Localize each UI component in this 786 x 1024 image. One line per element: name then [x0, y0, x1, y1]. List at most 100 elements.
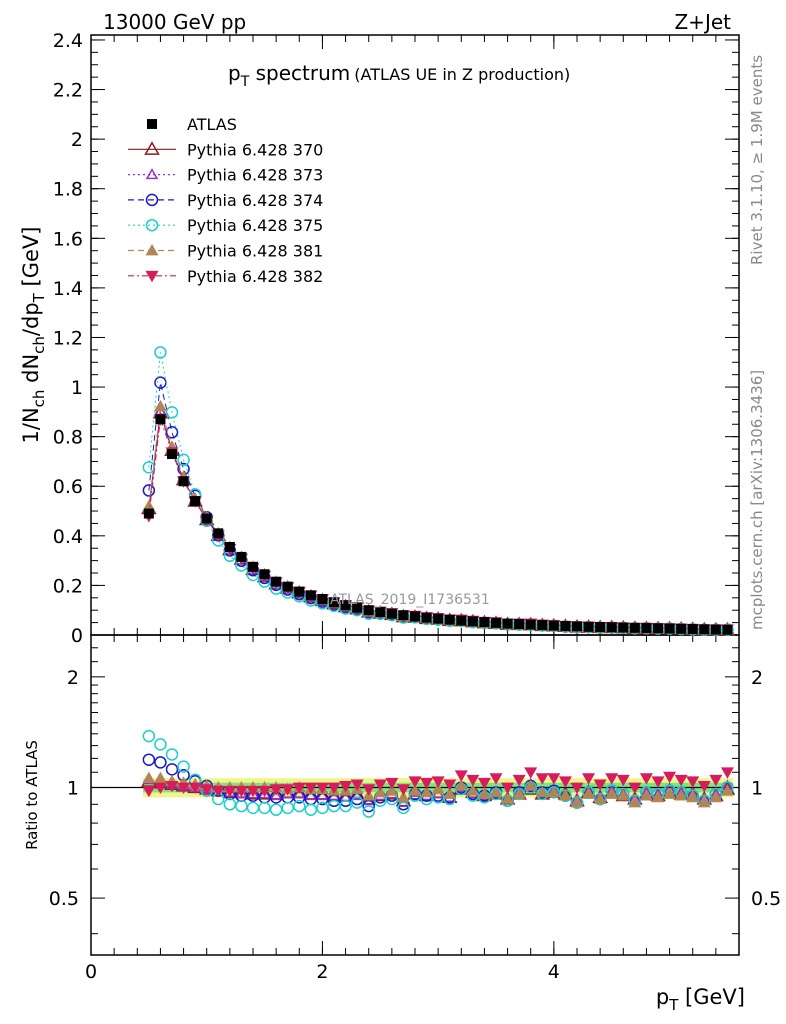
ratio-marker-p382: [697, 781, 711, 793]
ratio-marker-p381: [142, 771, 156, 784]
ratio-marker-p375: [177, 760, 190, 773]
ratio-marker-p382: [327, 782, 341, 794]
ratio-marker-p375: [258, 801, 271, 815]
ratio-marker-p381: [454, 779, 468, 791]
ratio-marker-p381: [593, 792, 607, 804]
ratio-marker-p382: [570, 782, 584, 794]
ratio-marker-p382: [188, 782, 202, 794]
ratio-marker-p381: [466, 784, 480, 796]
main-marker-atlas: [456, 615, 467, 626]
ratio-marker-p375: [304, 803, 318, 816]
ratio-marker-p381: [651, 790, 665, 803]
main-y-tick-label: 1.4: [53, 278, 83, 300]
ratio-marker-p382: [639, 773, 653, 785]
ratio-marker-p381: [605, 787, 619, 799]
legend-entry: Pythia 6.428 381: [187, 242, 323, 261]
main-marker-atlas: [548, 620, 559, 631]
ratio-marker-p381: [153, 771, 167, 784]
x-axis-label: pT [GeV]: [656, 985, 745, 1014]
main-series-line-p375: [148, 352, 728, 631]
legend-entry: Pythia 6.428 370: [187, 140, 323, 159]
ratio-marker-p381: [396, 790, 410, 803]
ratio-marker-p374: [154, 756, 167, 769]
ratio-plot-markers: [141, 729, 736, 818]
ratio-marker-p381: [674, 789, 688, 801]
ratio-marker-p382: [281, 784, 295, 796]
legend-marker: [145, 193, 159, 207]
main-marker-atlas: [305, 590, 316, 601]
ratio-marker-p382: [234, 785, 248, 798]
legend-marker: [145, 270, 159, 283]
legend-entry: Pythia 6.428 373: [187, 166, 323, 185]
ratio-marker-p374: [362, 799, 375, 813]
ratio-marker-p381: [639, 789, 653, 801]
main-marker-atlas: [178, 476, 189, 487]
ratio-marker-p374: [165, 763, 179, 776]
main-marker-p374: [165, 426, 179, 439]
ratio-marker-p382: [535, 773, 549, 785]
main-marker-atlas: [664, 623, 675, 634]
ratio-marker-p382: [477, 777, 491, 790]
main-marker-atlas: [271, 576, 282, 587]
main-y-tick-label: 1.8: [53, 179, 83, 201]
ratio-marker-p373: [304, 789, 318, 801]
ratio-marker-p373: [350, 789, 364, 801]
main-marker-atlas: [537, 620, 548, 631]
ratio-marker-p382: [466, 774, 480, 787]
legend-entry: ATLAS: [187, 115, 237, 134]
main-marker-p375: [177, 453, 190, 467]
ratio-marker-p382: [582, 773, 596, 785]
ratio-marker-p381: [385, 784, 399, 796]
main-marker-p375: [142, 461, 156, 474]
ratio-marker-p381: [616, 789, 630, 801]
ratio-marker-p375: [362, 805, 375, 818]
ratio-marker-p381: [524, 779, 538, 791]
legend-entry: Pythia 6.428 375: [187, 216, 323, 235]
ratio-marker-p382: [431, 776, 445, 788]
ratio-marker-p375: [293, 799, 306, 813]
ratio-marker-p375: [223, 798, 237, 811]
main-marker-atlas: [653, 623, 663, 634]
ratio-y-tick-label: 1: [67, 777, 79, 799]
ratio-marker-p381: [501, 792, 515, 804]
main-y-tick-label: 0.4: [53, 526, 83, 548]
ratio-marker-p373: [316, 789, 329, 801]
ratio-y-tick-label-right: 2: [751, 667, 763, 689]
main-y-tick-label: 1.6: [53, 228, 83, 250]
ratio-marker-p382: [593, 779, 607, 791]
main-marker-atlas: [155, 414, 166, 425]
main-marker-atlas: [618, 622, 629, 633]
ratio-marker-p381: [547, 785, 561, 798]
ratio-marker-p382: [420, 777, 434, 790]
ratio-marker-p375: [246, 801, 260, 815]
ratio-marker-p381: [628, 796, 642, 808]
ratio-marker-p375: [154, 738, 167, 751]
ratio-marker-p381: [408, 784, 422, 796]
legend-marker: [145, 218, 159, 232]
ratio-marker-p381: [373, 785, 387, 798]
ratio-marker-p375: [339, 799, 352, 813]
ratio-marker-p375: [397, 801, 410, 815]
main-marker-atlas: [398, 610, 409, 621]
ratio-marker-p382: [443, 779, 457, 791]
ratio-marker-p382: [142, 785, 156, 798]
ratio-marker-p382: [663, 771, 677, 784]
ratio-marker-p382: [339, 781, 353, 793]
ratio-marker-p381: [535, 785, 549, 798]
main-marker-atlas: [421, 612, 432, 623]
ratio-y-tick-label: 2: [67, 667, 79, 689]
ratio-marker-p382: [211, 785, 225, 798]
main-y-tick-label: 1.2: [53, 327, 83, 349]
main-marker-atlas: [491, 617, 501, 628]
ratio-marker-p375: [316, 801, 329, 815]
main-marker-atlas: [317, 594, 328, 605]
ratio-marker-p373: [292, 787, 306, 799]
ratio-marker-p382: [315, 782, 329, 794]
main-marker-atlas: [444, 614, 455, 625]
ratio-marker-p373: [246, 787, 260, 799]
main-y-tick-label: 2.4: [53, 30, 83, 52]
ratio-marker-p381: [431, 782, 445, 794]
ratio-y-tick-label-right: 0.5: [751, 888, 781, 910]
ratio-marker-p381: [720, 784, 734, 796]
ratio-marker-p381: [709, 790, 723, 803]
